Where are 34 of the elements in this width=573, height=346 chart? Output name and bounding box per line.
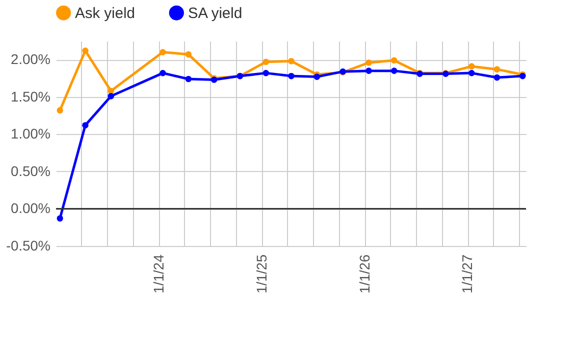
point — [390, 68, 398, 74]
legend-label: Ask yield — [75, 4, 136, 22]
y-tick-label: 2.00% — [10, 51, 50, 68]
point — [82, 48, 88, 54]
point — [82, 122, 88, 128]
y-tick-label: 0.50% — [10, 162, 50, 179]
x-tick-label: 1/1/24 — [150, 254, 166, 294]
y-tick-label: -0.50% — [6, 238, 50, 254]
point — [390, 57, 398, 64]
point — [366, 68, 372, 74]
point — [468, 63, 475, 70]
point — [494, 74, 500, 81]
point — [160, 49, 166, 56]
point — [185, 51, 192, 58]
x-tick-label: 1/1/26 — [356, 254, 372, 294]
point — [56, 107, 64, 114]
point — [108, 93, 114, 100]
point — [468, 70, 475, 76]
legend-label: SA yield — [188, 4, 242, 22]
point — [56, 215, 64, 222]
y-tick-label: 0.00% — [10, 200, 50, 216]
point — [314, 74, 320, 80]
point — [185, 76, 192, 82]
y-tick-label: 1.50% — [10, 88, 50, 104]
point — [262, 70, 270, 76]
point — [160, 70, 166, 76]
point — [288, 72, 294, 80]
point — [366, 59, 372, 66]
y-tick-label: 1.00% — [10, 126, 50, 142]
point — [494, 66, 500, 72]
point — [262, 58, 270, 66]
point — [288, 58, 294, 64]
x-tick-label: 1/1/27 — [459, 254, 476, 294]
x-tick-label: 1/1/25 — [253, 254, 270, 294]
